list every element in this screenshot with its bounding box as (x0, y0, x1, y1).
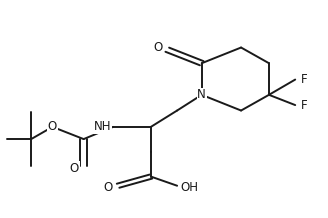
Text: O: O (70, 162, 79, 175)
Text: N: N (197, 88, 206, 101)
Text: F: F (300, 99, 307, 112)
Text: NH: NH (94, 120, 112, 133)
Text: F: F (300, 73, 307, 86)
Text: O: O (48, 120, 57, 133)
Text: O: O (154, 41, 163, 54)
Text: O: O (104, 181, 113, 194)
Text: OH: OH (180, 181, 198, 194)
